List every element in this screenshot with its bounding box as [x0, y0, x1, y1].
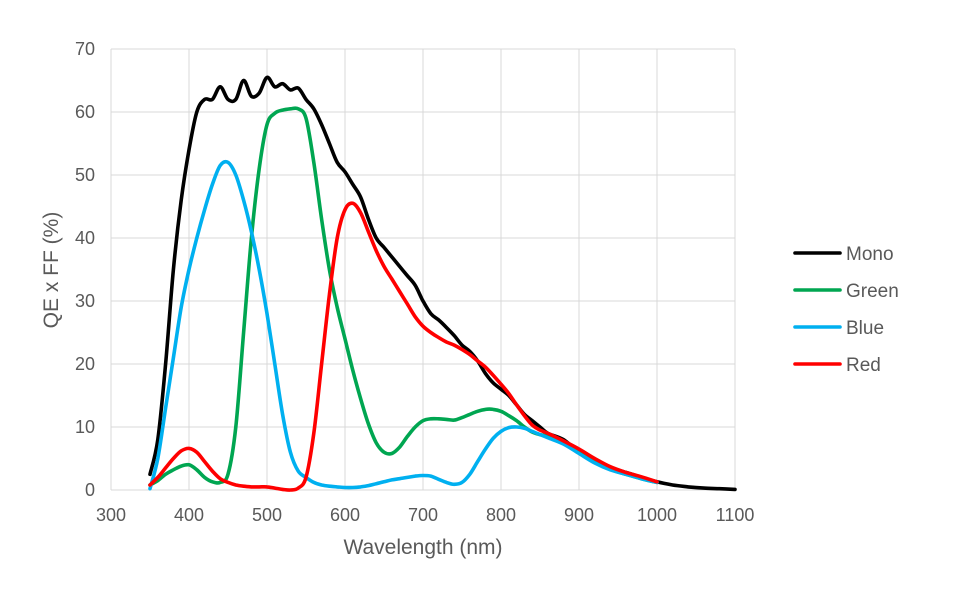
legend-label-blue: Blue — [846, 318, 884, 339]
x-tick-label: 300 — [96, 505, 126, 525]
y-tick-label: 20 — [75, 354, 95, 374]
legend-label-red: Red — [846, 355, 881, 376]
legend-label-mono: Mono — [846, 244, 894, 265]
y-tick-label: 50 — [75, 165, 95, 185]
x-tick-label: 400 — [174, 505, 204, 525]
x-axis-title: Wavelength (nm) — [343, 536, 502, 559]
y-tick-label: 40 — [75, 228, 95, 248]
axis-layer: 0 10 20 30 40 50 60 70 300 400 500 600 700 800 900 1000… — [75, 39, 754, 525]
y-tick-label: 30 — [75, 291, 95, 311]
x-tick-label: 700 — [408, 505, 438, 525]
y-tick-label: 70 — [75, 39, 95, 59]
x-tick-label: 1100 — [716, 505, 755, 525]
y-tick-label: 0 — [85, 480, 95, 500]
series-line-red — [148, 201, 659, 492]
x-tick-label: 800 — [486, 505, 516, 525]
x-tick-label: 1000 — [637, 505, 677, 525]
y-axis-title: QE x FF (%) — [40, 212, 63, 329]
legend: Mono Green Blue Red — [793, 244, 899, 376]
legend-label-green: Green — [846, 281, 899, 302]
series-layer — [148, 75, 737, 492]
grid-layer — [110, 48, 736, 491]
y-tick-label: 10 — [75, 417, 95, 437]
x-tick-label: 900 — [564, 505, 594, 525]
y-tick-label: 60 — [75, 102, 95, 122]
x-tick-label: 600 — [330, 505, 360, 525]
x-tick-label: 500 — [252, 505, 282, 525]
series-line-blue — [148, 159, 659, 491]
series-line-mono — [148, 75, 737, 492]
